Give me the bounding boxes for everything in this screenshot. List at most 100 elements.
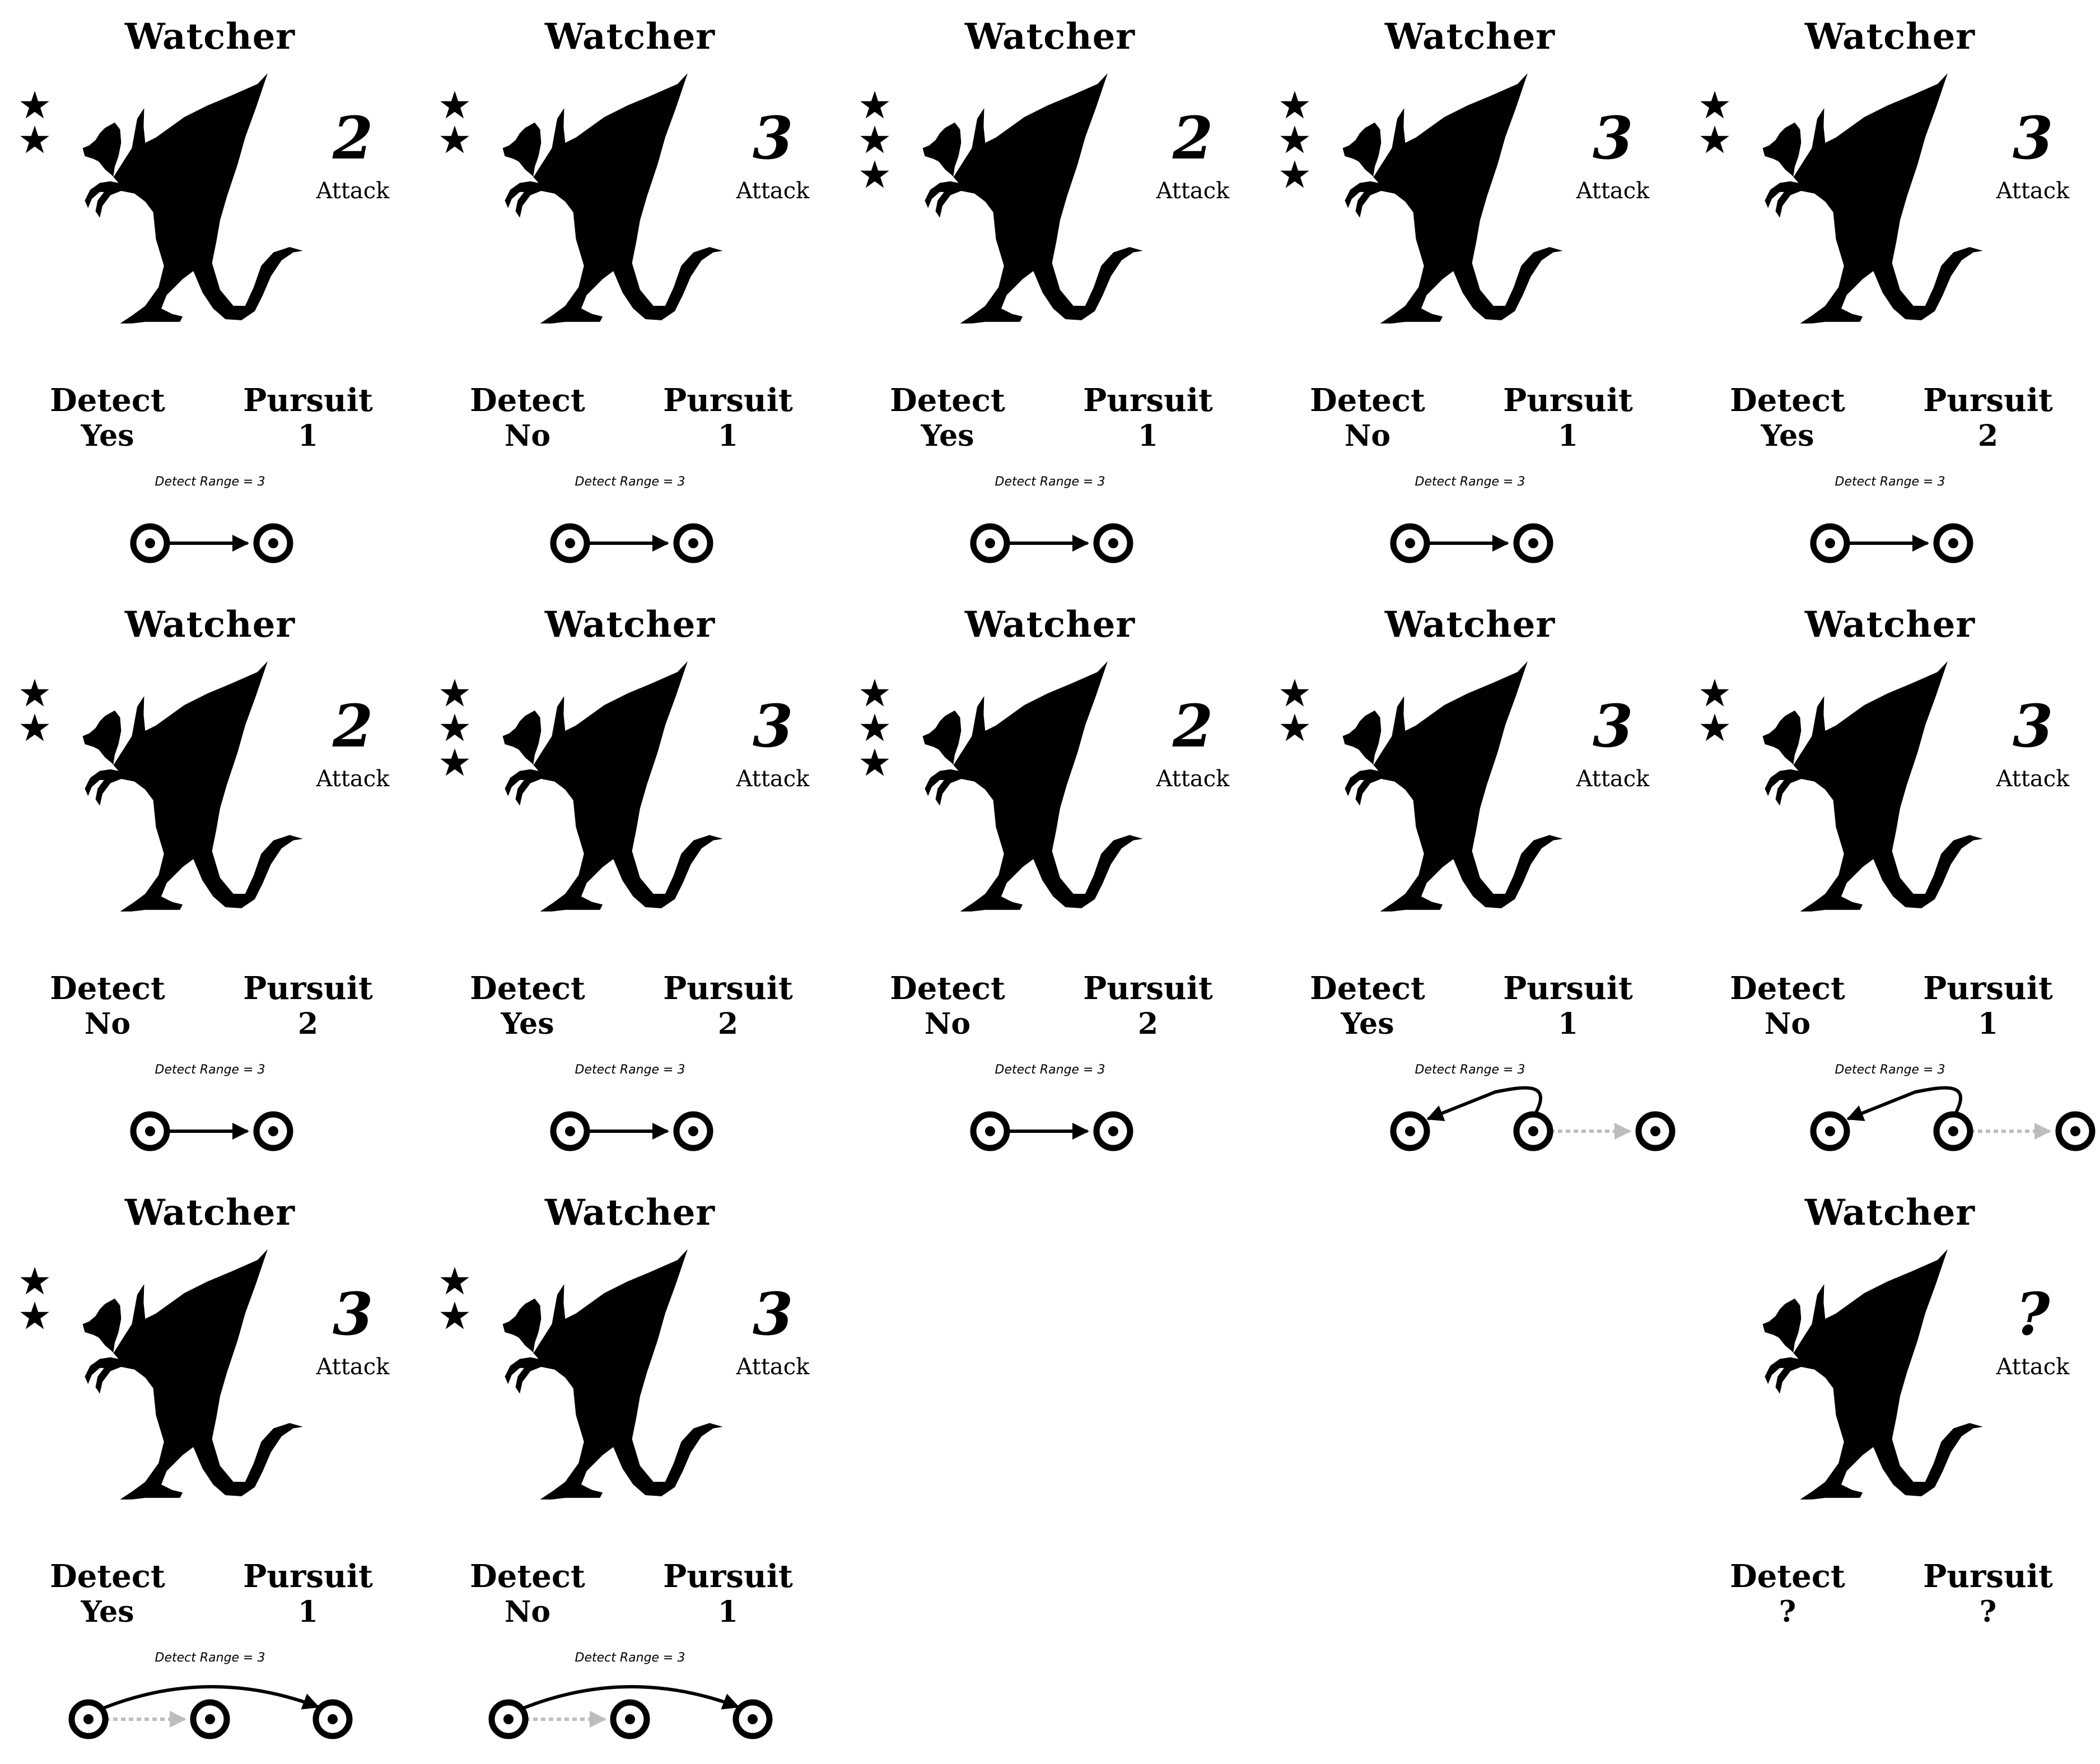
star-icon bbox=[1700, 713, 1729, 741]
monster-card: Watcher 2 Attack Detect No Pursuit 2 Detect Ran… bbox=[840, 588, 1260, 1176]
star-icon bbox=[1700, 125, 1729, 153]
pursuit-label: Pursuit bbox=[663, 382, 793, 419]
star-icon bbox=[440, 1267, 469, 1295]
attack-value: ? bbox=[2015, 1280, 2050, 1348]
detect-range-note: Detect Range = 3 bbox=[1835, 475, 1945, 489]
pursuit-value: 1 bbox=[1557, 419, 1579, 453]
attack-label: Attack bbox=[1996, 178, 2070, 204]
difficulty-stars bbox=[1279, 90, 1313, 194]
pursuit-value: 2 bbox=[1137, 1007, 1159, 1041]
attack-label: Attack bbox=[316, 1354, 390, 1380]
attack-value: 2 bbox=[332, 104, 374, 172]
target-node-center bbox=[565, 538, 575, 548]
movement-diagram bbox=[68, 1685, 353, 1739]
card-title: Watcher bbox=[544, 1192, 716, 1234]
star-icon bbox=[1280, 713, 1309, 741]
detect-range-note: Detect Range = 3 bbox=[1835, 1063, 1945, 1077]
pursuit-label: Pursuit bbox=[1083, 382, 1213, 419]
detect-label: Detect bbox=[50, 382, 165, 419]
movement-diagram bbox=[1390, 1086, 1676, 1151]
movement-arrow-icon bbox=[102, 1685, 320, 1710]
detect-label: Detect bbox=[50, 970, 165, 1007]
star-icon bbox=[20, 125, 49, 153]
star-icon bbox=[20, 91, 49, 119]
star-icon bbox=[860, 125, 889, 153]
detect-value: No bbox=[924, 1007, 971, 1041]
star-icon bbox=[440, 713, 469, 741]
difficulty-stars bbox=[439, 1266, 473, 1335]
card-title: Watcher bbox=[544, 16, 716, 58]
card-title: Watcher bbox=[124, 1192, 296, 1234]
detect-value: No bbox=[1344, 419, 1391, 453]
attack-value: 3 bbox=[332, 1280, 374, 1348]
card-title: Watcher bbox=[544, 604, 716, 646]
detect-label: Detect bbox=[470, 1558, 585, 1595]
detect-label: Detect bbox=[1310, 970, 1425, 1007]
attack-label: Attack bbox=[1576, 766, 1650, 792]
pursuit-value: 2 bbox=[297, 1007, 319, 1041]
movement-diagram bbox=[970, 1111, 1133, 1151]
detect-range-note: Detect Range = 3 bbox=[1415, 1063, 1525, 1077]
difficulty-stars bbox=[19, 678, 53, 747]
difficulty-stars bbox=[19, 1266, 53, 1335]
target-node-center bbox=[1825, 538, 1835, 548]
detect-value: No bbox=[504, 419, 551, 453]
target-node-center bbox=[688, 1126, 698, 1136]
dragon-silhouette-icon bbox=[502, 73, 723, 324]
attack-label: Attack bbox=[736, 178, 810, 204]
movement-diagram bbox=[550, 1111, 713, 1151]
detect-label: Detect bbox=[1310, 382, 1425, 419]
detect-range-note: Detect Range = 3 bbox=[995, 1063, 1105, 1077]
target-node-center bbox=[328, 1714, 338, 1724]
star-icon bbox=[440, 91, 469, 119]
movement-diagram bbox=[488, 1685, 773, 1739]
dragon-silhouette-icon bbox=[1762, 1249, 1983, 1500]
monster-card: Watcher 3 Attack Detect Yes Pursuit 1 Detect Ra… bbox=[0, 1176, 420, 1764]
detect-label: Detect bbox=[50, 1558, 165, 1595]
star-icon bbox=[1700, 679, 1729, 707]
movement-diagram bbox=[1390, 523, 1553, 563]
attack-value: 2 bbox=[1172, 104, 1214, 172]
detect-value: No bbox=[84, 1007, 131, 1041]
star-icon bbox=[20, 1267, 49, 1295]
detect-label: Detect bbox=[1730, 1558, 1845, 1595]
star-icon bbox=[20, 1301, 49, 1329]
target-node-center bbox=[985, 1126, 995, 1136]
attack-label: Attack bbox=[316, 766, 390, 792]
target-node-center bbox=[1108, 538, 1118, 548]
target-node-center bbox=[268, 1126, 278, 1136]
pursuit-value: 1 bbox=[717, 1595, 739, 1629]
detect-label: Detect bbox=[890, 970, 1005, 1007]
monster-card: Watcher 2 Attack Detect Yes Pursuit 1 Detect Ra… bbox=[0, 0, 420, 588]
detect-label: Detect bbox=[1730, 970, 1845, 1007]
movement-arrow-icon bbox=[1426, 1086, 1543, 1121]
star-icon bbox=[860, 748, 889, 776]
movement-arrow-icon bbox=[1846, 1086, 1963, 1121]
dragon-silhouette-icon bbox=[922, 73, 1143, 324]
target-node-center bbox=[503, 1714, 514, 1724]
pursuit-value: 1 bbox=[717, 419, 739, 453]
attack-value: 3 bbox=[752, 692, 794, 760]
attack-value: 3 bbox=[2012, 104, 2054, 172]
target-node-center bbox=[565, 1126, 575, 1136]
target-node-center bbox=[1948, 538, 1958, 548]
detect-value: Yes bbox=[501, 1007, 554, 1041]
attack-value: 3 bbox=[2012, 692, 2054, 760]
difficulty-stars bbox=[859, 90, 893, 194]
target-node-center bbox=[2070, 1126, 2080, 1136]
star-icon bbox=[860, 160, 889, 188]
pursuit-value: ? bbox=[1979, 1595, 1997, 1629]
detect-value: Yes bbox=[1761, 419, 1814, 453]
star-icon bbox=[20, 713, 49, 741]
star-icon bbox=[440, 679, 469, 707]
card-title: Watcher bbox=[124, 604, 296, 646]
star-icon bbox=[860, 679, 889, 707]
pursuit-label: Pursuit bbox=[243, 1558, 373, 1595]
card-title: Watcher bbox=[1804, 604, 1976, 646]
detect-range-note: Detect Range = 3 bbox=[1415, 475, 1525, 489]
detect-label: Detect bbox=[890, 382, 1005, 419]
monster-card: Watcher? Attack Detect? Pursuit? bbox=[1680, 1176, 2100, 1764]
star-icon bbox=[860, 713, 889, 741]
monster-card: Watcher 3 Attack Detect No Pursuit 1 Detect Ran… bbox=[1680, 588, 2100, 1176]
detect-range-note: Detect Range = 3 bbox=[155, 1651, 265, 1665]
